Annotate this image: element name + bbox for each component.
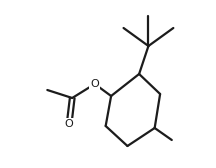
Text: O: O [91, 79, 99, 89]
Text: O: O [65, 119, 73, 129]
